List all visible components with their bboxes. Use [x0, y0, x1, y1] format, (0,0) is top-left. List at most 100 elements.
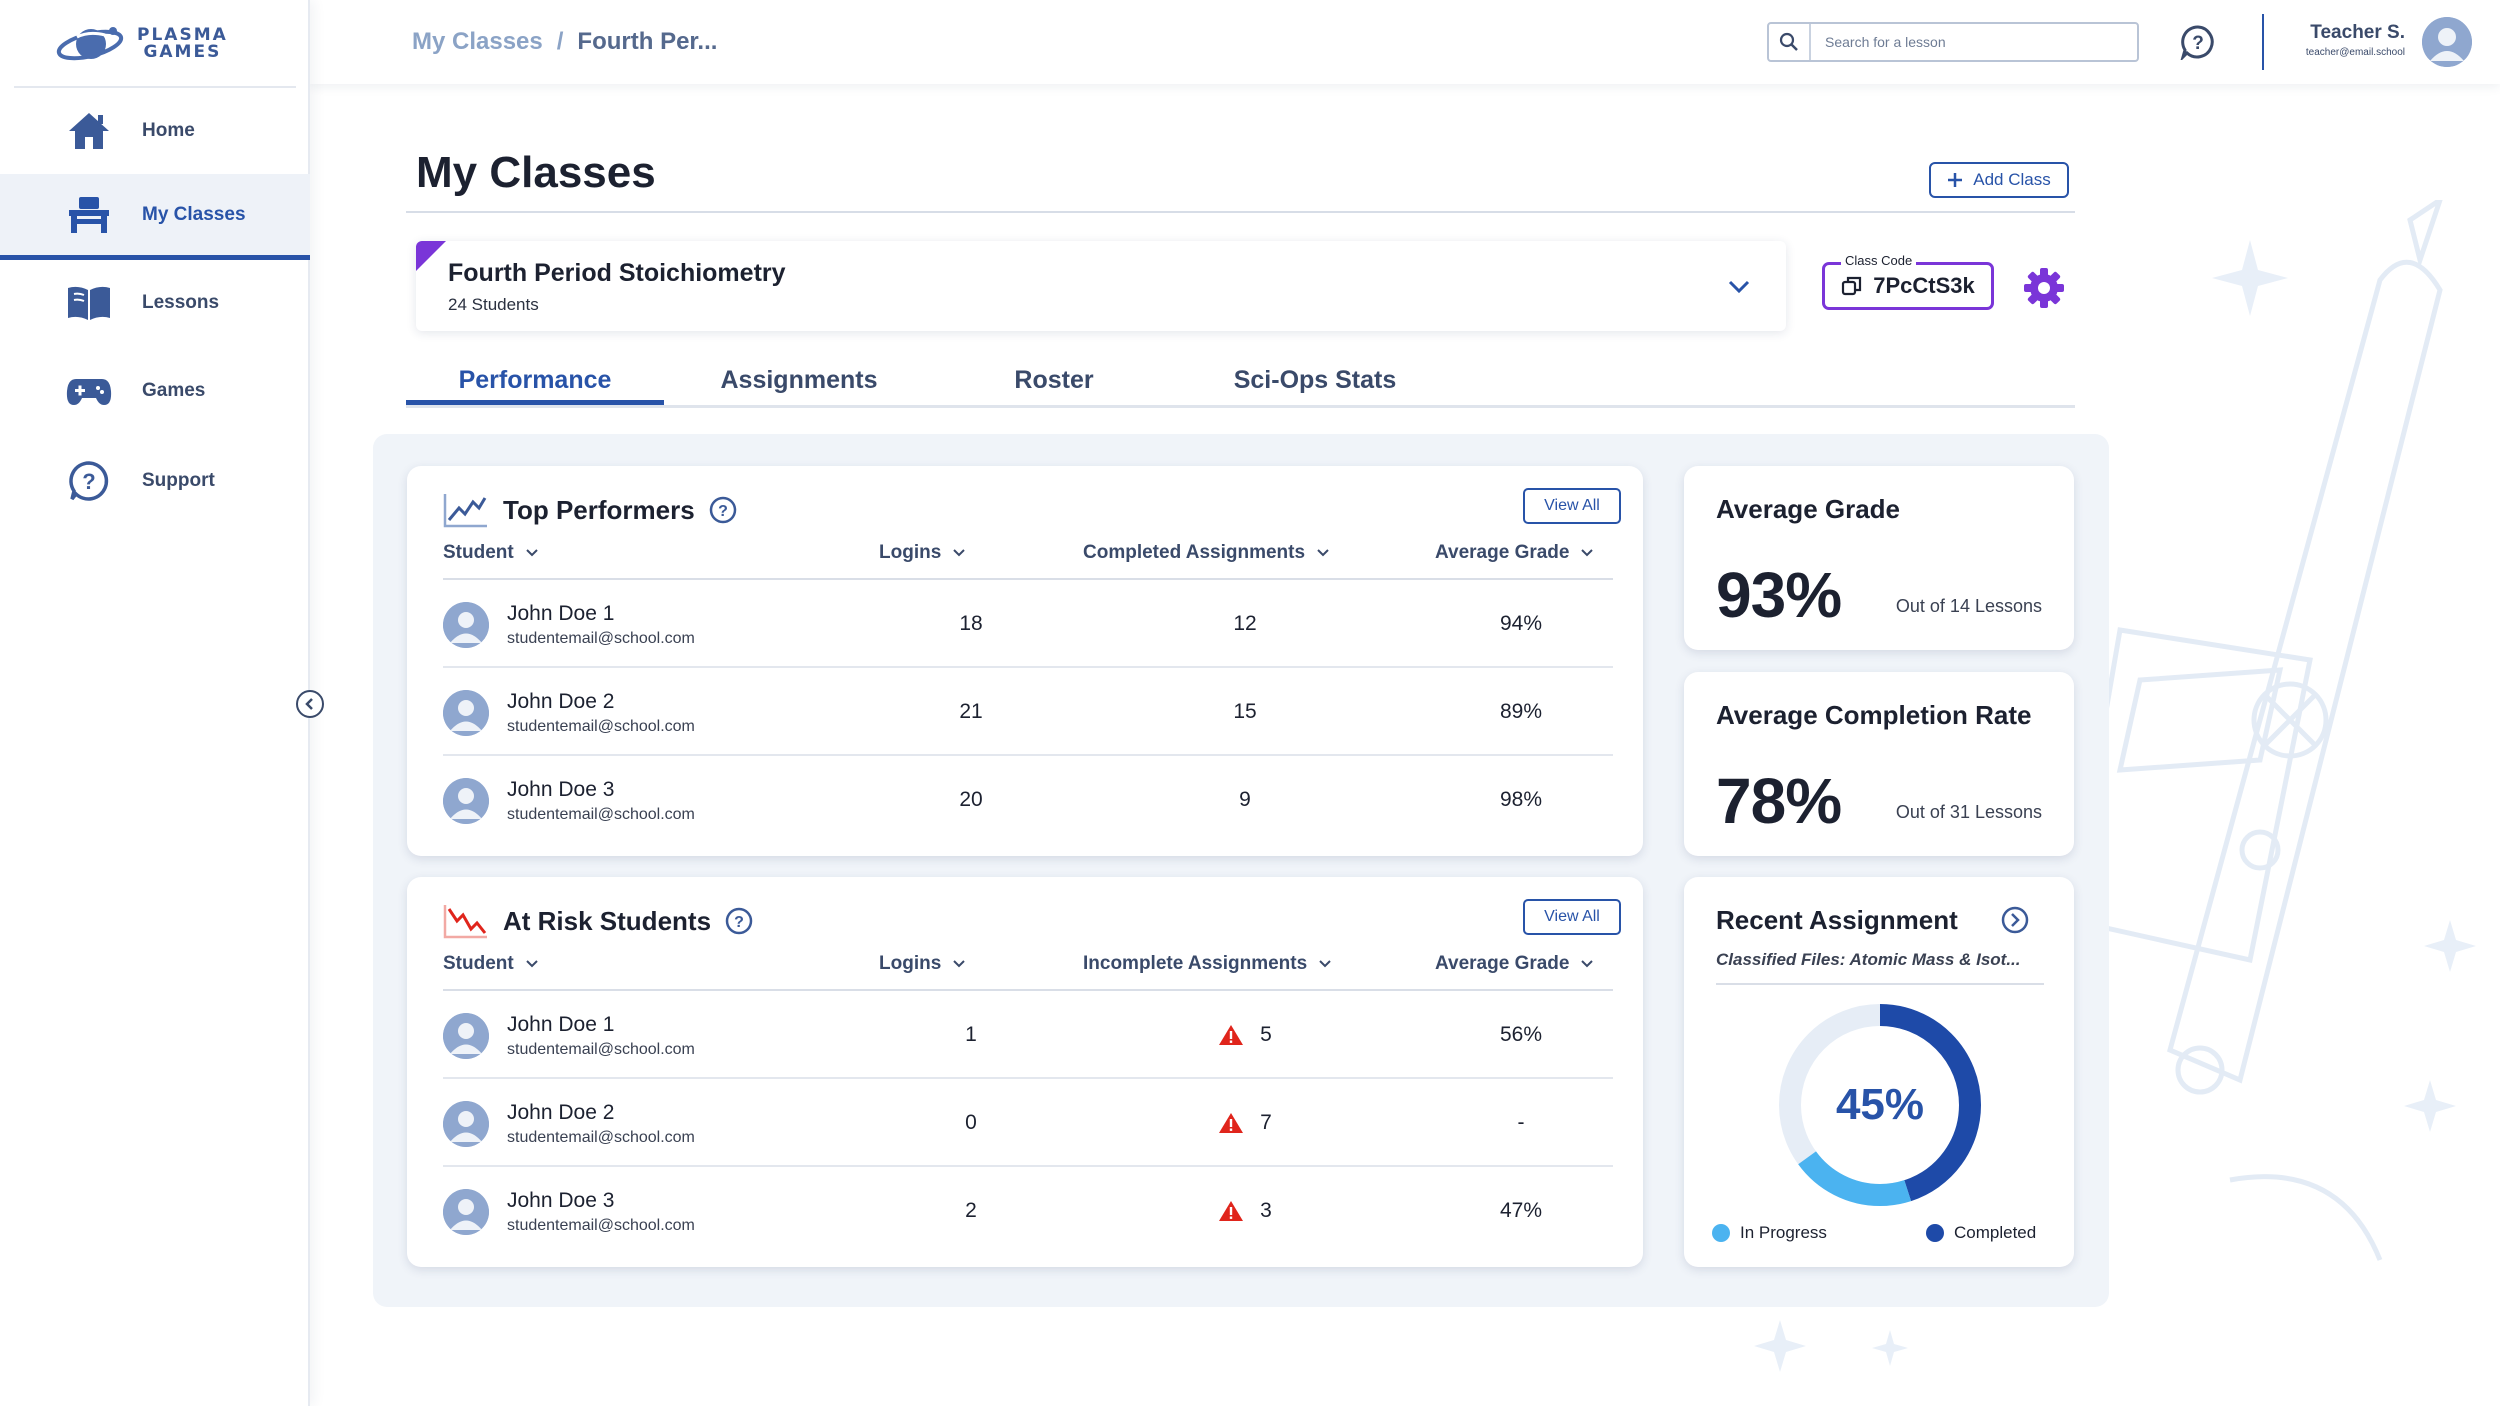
column-label: Student: [443, 953, 514, 974]
sidebar-item-label: Home: [142, 120, 195, 141]
logo-line-1: PLASMA: [137, 25, 228, 45]
desk-icon: [66, 194, 112, 236]
class-settings-button[interactable]: [2022, 266, 2066, 310]
table-row[interactable]: John Doe 3 studentemail@school.com 20 9 …: [443, 756, 1613, 844]
logins-value: 0: [965, 1111, 977, 1134]
table-row[interactable]: John Doe 2 studentemail@school.com 0 7 -: [443, 1079, 1613, 1167]
table-row[interactable]: John Doe 1 studentemail@school.com 18 12…: [443, 580, 1613, 668]
average-grade-value: 94%: [1499, 612, 1543, 635]
average-grade-value: 93%: [1716, 559, 1842, 631]
table-row[interactable]: John Doe 2 studentemail@school.com 21 15…: [443, 668, 1613, 756]
breadcrumb-root-link[interactable]: My Classes: [412, 28, 543, 55]
sidebar-item-lessons[interactable]: Lessons: [0, 260, 310, 346]
card-title: Top Performers: [503, 494, 695, 525]
plus-icon: [1948, 173, 1963, 187]
chevron-down-icon: [526, 960, 538, 968]
average-grade-value: 56%: [1499, 1023, 1543, 1046]
user-info[interactable]: Teacher S. teacher@email.school: [2306, 22, 2405, 58]
avatar: [443, 1013, 489, 1059]
student-email: studentemail@school.com: [507, 718, 695, 735]
logins-value: 21: [959, 700, 983, 723]
donut-segment-in-progress: [1779, 1004, 1981, 1206]
legend-swatch: [1926, 1224, 1944, 1242]
column-header-average-grade[interactable]: Average Grade: [1435, 953, 1594, 975]
gamepad-icon: [66, 370, 112, 412]
column-header-average-grade[interactable]: Average Grade: [1435, 542, 1594, 564]
active-tab-indicator: [406, 400, 664, 405]
legend-label: Completed: [1954, 1223, 2037, 1242]
sidebar-item-label: Support: [142, 470, 215, 491]
class-name: Fourth Period Stoichiometry: [448, 259, 786, 287]
student-email: studentemail@school.com: [507, 630, 695, 647]
completion-rate-value: 78%: [1716, 765, 1842, 837]
column-header-logins[interactable]: Logins: [879, 542, 965, 564]
column-header-incomplete-assignments[interactable]: Incomplete Assignments: [1083, 953, 1331, 975]
title-divider: [406, 211, 2075, 213]
info-help-icon[interactable]: ?: [725, 907, 753, 935]
tab-performance[interactable]: Performance: [458, 366, 612, 394]
card-title: Recent Assignment: [1716, 905, 1958, 935]
table-header: Student Logins Incomplete Assignments Av…: [407, 953, 1643, 983]
lessons-count: Out of 14 Lessons: [1895, 596, 2042, 616]
student-name: John Doe 3: [507, 778, 615, 801]
avatar[interactable]: [2422, 17, 2472, 67]
svg-text:?: ?: [734, 914, 744, 931]
chevron-down-icon: [1317, 549, 1329, 557]
column-header-student[interactable]: Student: [443, 542, 538, 564]
plasma-games-logo[interactable]: PLASMA GAMES: [55, 18, 245, 70]
topbar-divider: [2262, 14, 2264, 70]
collapse-sidebar-button[interactable]: [296, 690, 324, 718]
class-selector-dropdown[interactable]: Fourth Period Stoichiometry 24 Students: [416, 241, 1786, 331]
search-input[interactable]: [1811, 34, 2131, 50]
user-name: Teacher S.: [2310, 22, 2405, 43]
sidebar-item-my-classes[interactable]: My Classes: [0, 174, 310, 260]
legend-swatch: [1712, 1224, 1730, 1242]
class-color-marker: [416, 241, 446, 271]
logins-value: 18: [959, 612, 983, 635]
class-code-copy-button[interactable]: Class Code 7PcCtS3k: [1822, 253, 1994, 310]
view-all-button[interactable]: View All: [1523, 899, 1621, 935]
table-row[interactable]: John Doe 3 studentemail@school.com 2 3 4…: [443, 1167, 1613, 1255]
warning-icon: [1219, 1025, 1244, 1045]
page-title: My Classes: [416, 148, 656, 197]
info-help-icon[interactable]: ?: [709, 496, 737, 524]
column-label: Average Grade: [1435, 953, 1570, 974]
student-name: John Doe 1: [507, 602, 615, 625]
chevron-down-icon: [526, 549, 538, 557]
help-button[interactable]: ?: [2179, 24, 2216, 63]
average-grade-value: 98%: [1499, 788, 1543, 811]
incomplete-assignments-cell: 7: [1185, 1111, 1305, 1140]
legend-completed: Completed: [1926, 1223, 2036, 1243]
search-icon[interactable]: [1769, 24, 1811, 60]
gear-icon: [2024, 268, 2064, 308]
tab-sci-ops-stats[interactable]: Sci-Ops Stats: [1233, 366, 1397, 394]
column-header-logins[interactable]: Logins: [879, 953, 965, 975]
breadcrumb-separator: /: [556, 28, 564, 55]
svg-text:?: ?: [718, 503, 728, 520]
rocket-background-illustration: [2080, 200, 2476, 1261]
sidebar-item-home[interactable]: Home: [0, 88, 310, 174]
legend-in-progress: In Progress: [1712, 1223, 1827, 1243]
column-label: Average Grade: [1435, 542, 1570, 563]
view-all-button[interactable]: View All: [1523, 488, 1621, 524]
sidebar-item-games[interactable]: Games: [0, 348, 310, 434]
add-class-button[interactable]: Add Class: [1929, 162, 2069, 198]
column-header-student[interactable]: Student: [443, 953, 538, 975]
student-name: John Doe 3: [507, 1189, 615, 1212]
tab-roster[interactable]: Roster: [1014, 366, 1094, 394]
avatar: [443, 778, 489, 824]
donut-segment-completed: [1779, 1004, 1981, 1206]
header-divider: [443, 578, 1613, 580]
table-row[interactable]: John Doe 1 studentemail@school.com 1 5 5…: [443, 991, 1613, 1079]
header-divider: [443, 989, 1613, 991]
column-header-completed-assignments[interactable]: Completed Assignments: [1083, 542, 1329, 564]
warning-icon: [1219, 1201, 1244, 1221]
top-bar: My Classes / Fourth Per... ? Teacher S. …: [310, 0, 2500, 84]
tab-assignments[interactable]: Assignments: [720, 366, 878, 394]
sidebar-item-support[interactable]: ? Support: [0, 438, 310, 524]
chevron-down-icon: [1319, 960, 1331, 968]
trend-up-icon: [443, 494, 487, 528]
card-header: Top Performers ?: [443, 492, 737, 528]
student-name: John Doe 1: [507, 1013, 615, 1036]
arrow-right-circle-icon[interactable]: [2000, 905, 2030, 935]
